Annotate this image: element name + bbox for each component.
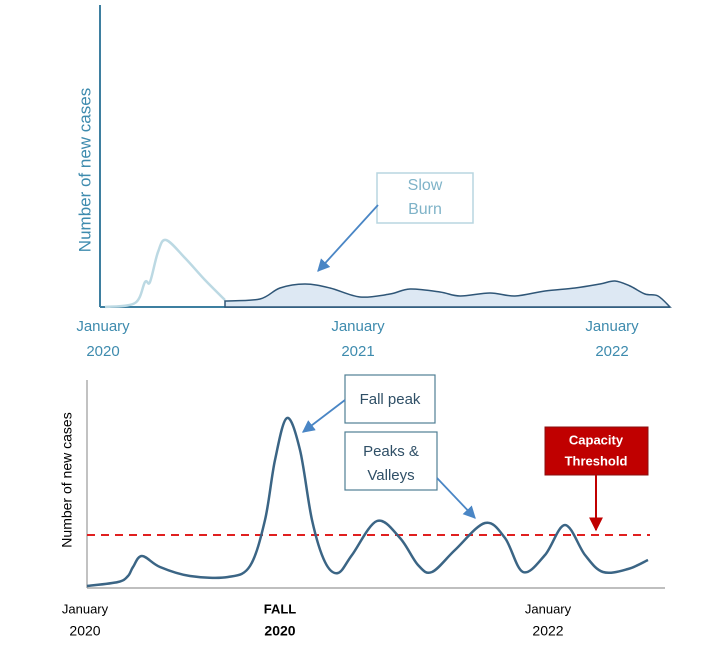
y-axis-label: Number of new cases: [75, 88, 94, 252]
x-label: January: [331, 318, 385, 335]
x-label: 2021: [341, 343, 374, 360]
arrow: [436, 477, 476, 519]
callout-text: Valleys: [367, 467, 414, 484]
x-label: January: [525, 601, 572, 616]
x-label: FALL: [264, 601, 297, 616]
callout-text: Threshold: [565, 453, 628, 468]
x-label: 2020: [86, 343, 119, 360]
x-label: 2022: [532, 623, 563, 639]
callout-box: [344, 431, 438, 491]
x-label: 2020: [69, 623, 100, 639]
x-label: January: [62, 601, 109, 616]
early-curve: [104, 238, 226, 309]
callout-text: Fall peak: [360, 391, 421, 408]
callout-text: Peaks &: [363, 443, 419, 460]
callout-text: Slow: [408, 177, 443, 194]
x-label: 2020: [264, 623, 295, 639]
callout-box: [344, 374, 436, 424]
callout-text: Burn: [408, 201, 442, 218]
waves-curve: [86, 416, 649, 588]
x-label: January: [585, 318, 639, 335]
x-label: January: [76, 318, 130, 335]
x-label: 2022: [595, 343, 628, 360]
y-axis-label: Number of new cases: [59, 412, 75, 547]
arrow: [317, 204, 379, 272]
arrow: [301, 399, 346, 433]
callout-box: [376, 172, 474, 224]
slow-burn-area: [224, 280, 672, 308]
callout-text: Capacity: [569, 432, 624, 447]
